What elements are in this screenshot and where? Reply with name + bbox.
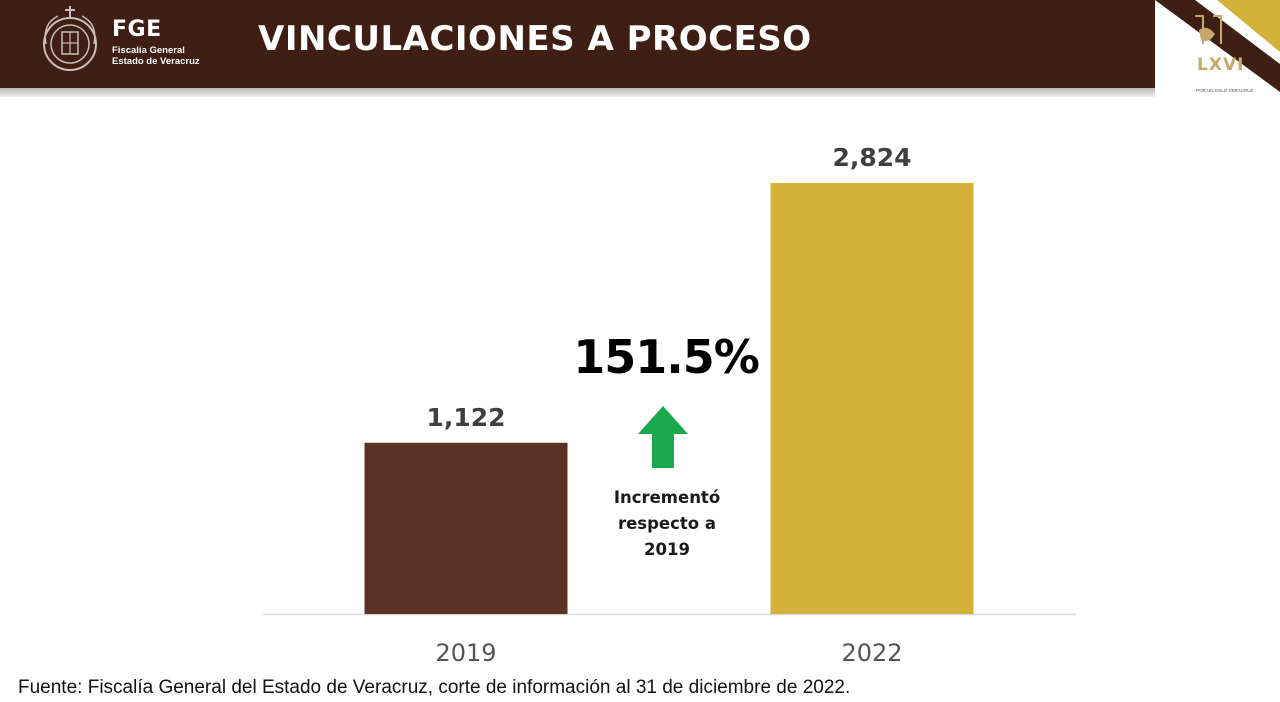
up-arrow-icon (638, 406, 688, 468)
header-bar (0, 0, 1280, 88)
org-name-line-1: Fiscalía General (112, 45, 185, 56)
x-tick-label-2019: 2019 (435, 639, 496, 667)
data-label-2019: 1,122 (426, 403, 505, 432)
increase-note-line-3: 2019 (644, 540, 690, 559)
source-note: Fuente: Fiscalía General del Estado de V… (18, 677, 851, 698)
x-tick-label-2022: 2022 (841, 639, 902, 667)
bar-2022 (770, 183, 974, 614)
header-divider (0, 88, 1280, 97)
org-name-line-2: Estado de Veracruz (112, 56, 200, 67)
org-abbreviation: FGE (112, 17, 162, 42)
legislature-number: LXVI (1197, 55, 1245, 75)
page-title: VINCULACIONES A PROCESO (258, 19, 812, 59)
increase-note-line-1: Incrementó (613, 488, 721, 507)
legislature-motto: POR UN SOLO VERACRUZ (1196, 88, 1254, 93)
bar-2019 (364, 442, 568, 614)
increase-percentage: 151.5% (573, 330, 760, 384)
increase-note: Incrementó respecto a 2019 (596, 485, 738, 563)
legislature-logo (1155, 0, 1280, 97)
state-seal-logo (43, 6, 97, 71)
data-label-2022: 2,824 (832, 143, 911, 172)
increase-note-line-2: respecto a (617, 514, 717, 533)
